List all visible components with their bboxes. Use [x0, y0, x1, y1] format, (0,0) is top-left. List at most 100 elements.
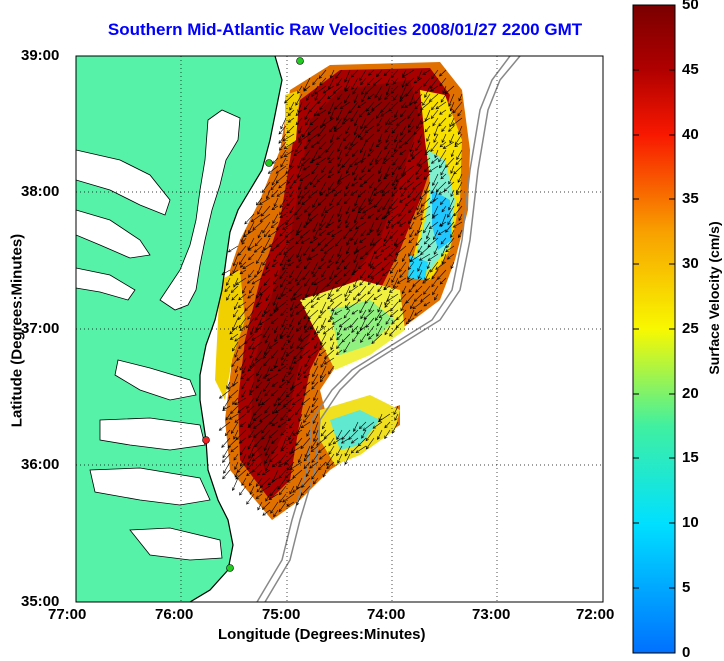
- velocity-arrow: [238, 437, 247, 444]
- velocity-arrow: [374, 253, 383, 259]
- velocity-arrow: [359, 301, 367, 314]
- velocity-arrow: [365, 101, 375, 112]
- velocity-arrow: [431, 69, 439, 80]
- velocity-arrow: [383, 205, 391, 219]
- velocity-arrow: [336, 173, 343, 186]
- velocity-arrow: [275, 165, 287, 174]
- velocity-arrow: [311, 397, 319, 408]
- velocity-arrow: [431, 269, 439, 280]
- velocity-arrow: [449, 101, 455, 112]
- velocity-arrow: [355, 245, 367, 253]
- velocity-arrow: [270, 389, 279, 397]
- velocity-arrow: [344, 285, 351, 298]
- velocity-arrow: [387, 117, 399, 125]
- velocity-arrow: [320, 429, 327, 437]
- velocity-arrow: [313, 325, 319, 335]
- velocity-arrow: [289, 445, 295, 455]
- velocity-arrow: [246, 317, 255, 329]
- velocity-arrow: [222, 445, 231, 459]
- velocity-arrow: [239, 485, 247, 496]
- velocity-arrow: [424, 181, 431, 194]
- velocity-arrow: [280, 349, 287, 361]
- velocity-arrow: [290, 445, 303, 454]
- velocity-arrow: [381, 181, 391, 194]
- velocity-arrow: [420, 197, 431, 207]
- velocity-arrow: [310, 405, 319, 413]
- velocity-arrow: [249, 485, 255, 495]
- colorbar-tick-label: 5: [682, 579, 691, 596]
- grid-lines: [76, 56, 603, 602]
- velocity-arrow: [336, 285, 343, 292]
- velocity-arrow: [430, 261, 439, 273]
- velocity-arrow: [358, 109, 367, 118]
- velocity-arrow: [278, 381, 287, 389]
- velocity-arrow: [369, 157, 375, 166]
- velocity-arrow: [360, 117, 367, 130]
- velocity-arrow: [304, 405, 311, 418]
- velocity-arrow: [311, 245, 319, 252]
- velocity-arrow: [405, 77, 415, 87]
- velocity-arrow: [289, 157, 295, 169]
- velocity-arrow: [397, 213, 407, 225]
- velocity-arrow: [369, 221, 375, 233]
- velocity-arrow: [289, 317, 295, 328]
- velocity-arrow: [239, 261, 247, 268]
- velocity-arrow: [440, 237, 447, 245]
- velocity-arrow: [280, 429, 287, 436]
- velocity-arrow: [242, 285, 247, 294]
- velocity-arrow: [228, 413, 239, 420]
- velocity-arrow: [405, 85, 415, 97]
- velocity-arrow: [270, 501, 279, 514]
- velocity-arrow: [311, 469, 319, 480]
- velocity-arrow: [351, 269, 359, 276]
- velocity-arrow: [253, 269, 263, 278]
- velocity-arrow: [301, 477, 311, 488]
- velocity-arrow: [266, 373, 279, 382]
- velocity-arrow: [311, 277, 319, 286]
- x-tick-label: 73:00: [472, 606, 511, 623]
- velocity-arrow: [380, 245, 391, 253]
- velocity-arrow: [254, 349, 263, 362]
- velocity-arrow: [428, 93, 439, 102]
- velocity-arrow: [354, 237, 359, 246]
- velocity-arrow: [317, 149, 327, 159]
- velocity-arrow: [336, 109, 343, 121]
- velocity-arrow: [353, 245, 359, 255]
- velocity-arrow: [280, 285, 287, 297]
- velocity-arrow: [304, 285, 311, 298]
- velocity-arrow: [362, 205, 375, 214]
- velocity-arrow: [298, 253, 303, 263]
- velocity-arrow: [271, 205, 279, 210]
- velocity-arrow: [283, 149, 295, 157]
- velocity-arrow: [232, 317, 239, 331]
- velocity-arrow: [331, 317, 343, 325]
- velocity-arrow: [406, 277, 415, 283]
- velocity-arrow: [390, 301, 399, 312]
- velocity-arrow: [303, 461, 311, 469]
- velocity-arrow: [393, 405, 399, 416]
- velocity-arrow: [368, 181, 375, 189]
- velocity-arrow: [302, 269, 311, 281]
- velocity-arrow: [333, 125, 343, 132]
- velocity-arrow: [366, 77, 375, 86]
- velocity-arrow: [326, 453, 335, 466]
- velocity-arrow: [356, 325, 367, 335]
- velocity-arrow: [257, 501, 263, 511]
- velocity-arrow: [239, 253, 247, 265]
- velocity-arrow: [298, 181, 303, 191]
- velocity-arrow: [353, 173, 359, 181]
- velocity-arrow: [405, 317, 415, 325]
- velocity-arrow: [246, 461, 255, 470]
- velocity-arrow: [337, 245, 343, 258]
- velocity-arrow: [417, 109, 423, 117]
- velocity-arrow: [350, 69, 359, 78]
- velocity-arrow: [353, 253, 359, 264]
- velocity-arrow: [372, 237, 383, 246]
- velocity-arrow: [223, 461, 231, 474]
- velocity-arrow: [270, 181, 279, 191]
- velocity-arrow: [360, 133, 367, 141]
- velocity-arrow: [455, 181, 463, 194]
- velocity-arrow: [309, 173, 319, 186]
- velocity-arrow: [414, 309, 423, 316]
- velocity-arrow: [255, 285, 263, 299]
